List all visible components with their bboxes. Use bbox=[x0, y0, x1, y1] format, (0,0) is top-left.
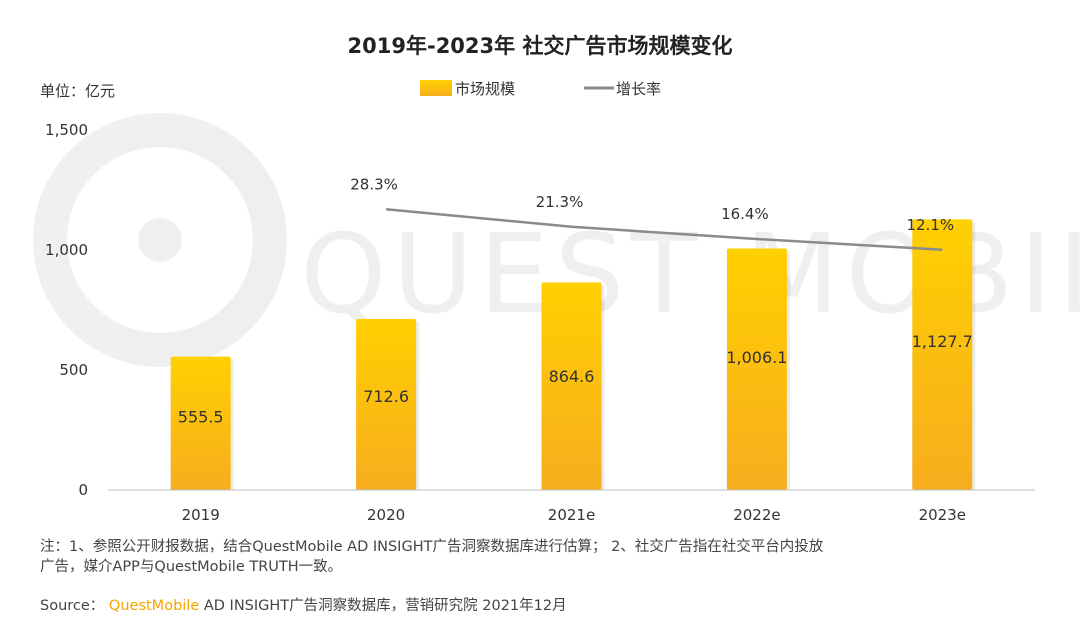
legend-line-label: 增长率 bbox=[616, 80, 661, 98]
bar-value-label: 864.6 bbox=[549, 367, 595, 386]
y-tick-label: 1,500 bbox=[45, 121, 88, 139]
bar-value-label: 1,006.1 bbox=[726, 348, 787, 367]
y-tick-label: 1,000 bbox=[45, 241, 88, 259]
growth-label: 12.1% bbox=[906, 216, 954, 234]
chart-title: 2019年-2023年 社交广告市场规模变化 bbox=[348, 34, 733, 58]
source-suffix: AD INSIGHT广告洞察数据库，营销研究院 2021年12月 bbox=[203, 598, 567, 614]
bar-value-label: 555.5 bbox=[178, 408, 224, 427]
growth-line-group: 28.3% 21.3% 16.4% 12.1% bbox=[350, 175, 954, 251]
legend-bar-label: 市场规模 bbox=[455, 80, 515, 98]
bar bbox=[170, 356, 231, 490]
chart-svg: QUEST MOBILE 2019年-2023年 社交广告市场规模变化 单位：亿… bbox=[33, 34, 1080, 524]
legend-bar-swatch bbox=[420, 80, 452, 96]
growth-label: 28.3% bbox=[350, 175, 398, 193]
unit-label: 单位：亿元 bbox=[40, 82, 115, 100]
footnote: 注：1、参照公开财报数据，结合QuestMobile AD INSIGHT广告洞… bbox=[40, 537, 1050, 577]
x-tick-label: 2019 bbox=[182, 506, 220, 524]
bars: 555.5 712.6 864.6 1,006.1 1,127.7 bbox=[170, 219, 976, 491]
y-tick-label: 500 bbox=[59, 361, 88, 379]
source-brand: QuestMobile bbox=[108, 598, 200, 614]
growth-line bbox=[385, 208, 943, 251]
x-axis: 2019 2020 2021e 2022e 2023e bbox=[108, 489, 1035, 524]
growth-label: 21.3% bbox=[536, 193, 584, 211]
bar-value-label: 712.6 bbox=[363, 387, 409, 406]
source-prefix: Source： bbox=[40, 598, 105, 614]
bar bbox=[541, 282, 602, 490]
source-line: Source： QuestMobile AD INSIGHT广告洞察数据库，营销… bbox=[40, 596, 567, 616]
x-tick-label: 2023e bbox=[919, 506, 966, 524]
bar bbox=[912, 219, 973, 491]
x-tick-label: 2021e bbox=[548, 506, 595, 524]
footnote-line-2: 广告，媒介APP与QuestMobile TRUTH一致。 bbox=[40, 559, 343, 575]
x-tick-label: 2020 bbox=[367, 506, 405, 524]
bar-value-label: 1,127.7 bbox=[912, 332, 973, 351]
y-tick-label: 0 bbox=[78, 481, 88, 499]
growth-label: 16.4% bbox=[721, 205, 769, 223]
x-tick-label: 2022e bbox=[733, 506, 780, 524]
bar bbox=[726, 248, 787, 490]
footnote-line-1: 注：1、参照公开财报数据，结合QuestMobile AD INSIGHT广告洞… bbox=[40, 539, 824, 555]
legend: 市场规模 增长率 bbox=[420, 80, 661, 98]
y-axis: 0 500 1,000 1,500 bbox=[45, 121, 88, 499]
bar bbox=[356, 318, 417, 490]
